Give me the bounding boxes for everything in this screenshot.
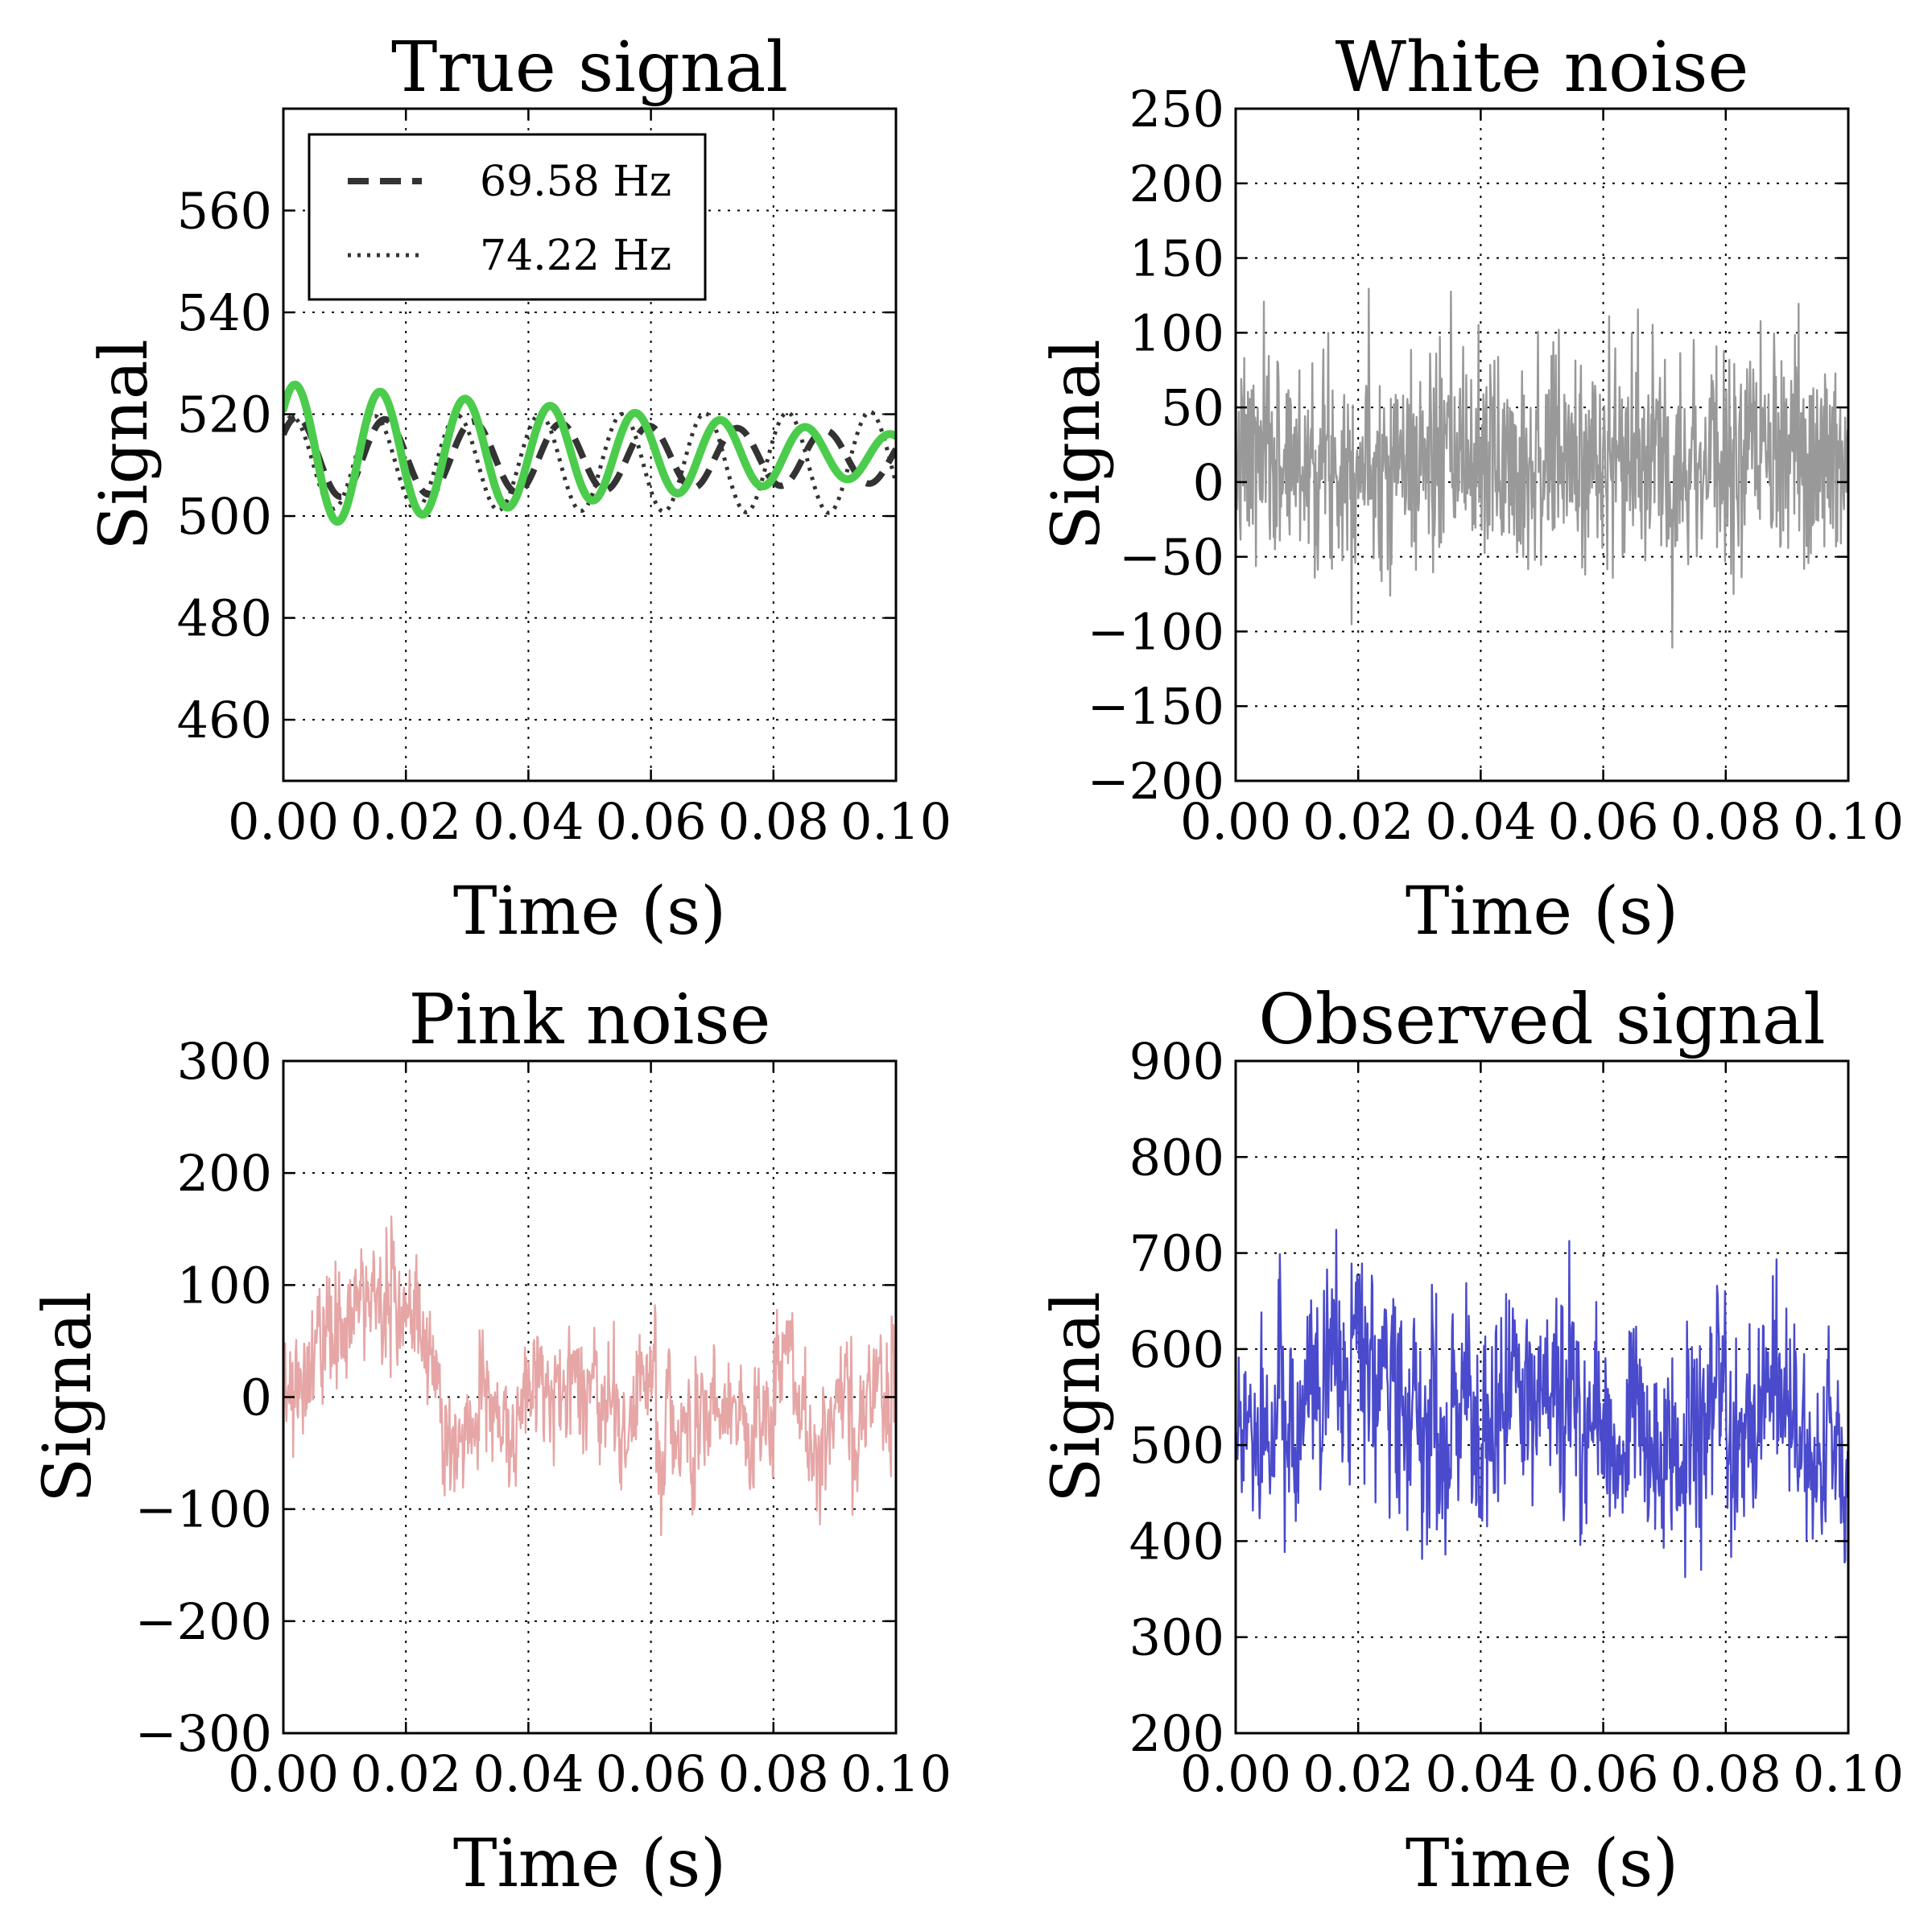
x-tick-label: 0.06	[1548, 1744, 1659, 1803]
x-axis-label: Time (s)	[453, 1826, 726, 1902]
y-tick-label: −200	[1088, 752, 1224, 811]
x-axis-label: Time (s)	[1406, 1826, 1678, 1902]
y-axis-label: Signal	[30, 1291, 106, 1503]
x-tick-label: 0.00	[1180, 1744, 1291, 1803]
y-tick-label: −150	[1088, 677, 1224, 736]
x-tick-label: 0.00	[228, 792, 339, 851]
y-tick-label: −50	[1119, 528, 1224, 587]
y-tick-label: −100	[135, 1480, 272, 1539]
y-tick-label: 500	[177, 487, 272, 546]
y-tick-label: 200	[177, 1144, 272, 1203]
x-tick-label: 0.08	[718, 1744, 829, 1803]
series-line-white-noise	[1236, 287, 1848, 649]
y-tick-label: 0	[1193, 453, 1224, 512]
legend-label: 74.22 Hz	[480, 232, 671, 280]
y-tick-label: 150	[1129, 229, 1224, 288]
x-tick-label: 0.00	[228, 1744, 339, 1803]
y-tick-label: 480	[177, 589, 272, 648]
y-tick-label: 460	[177, 691, 272, 749]
series-line-69-58-hz	[283, 414, 896, 501]
y-tick-label: 800	[1129, 1128, 1224, 1187]
x-tick-label: 0.10	[1793, 1744, 1904, 1803]
x-tick-label: 0.06	[596, 792, 707, 851]
x-tick-label: 0.10	[840, 1744, 952, 1803]
x-tick-label: 0.10	[840, 792, 952, 851]
x-tick-label: 0.08	[1670, 792, 1781, 851]
axes-frame	[1234, 1059, 1850, 1735]
x-tick-label: 0.02	[1302, 792, 1414, 851]
y-axis-label: Signal	[1038, 1291, 1115, 1503]
chart-title: Observed signal	[1258, 980, 1825, 1060]
series-line-pink-noise	[283, 1215, 896, 1537]
legend: 69.58 Hz 74.22 Hz	[308, 133, 707, 301]
y-tick-label: 700	[1129, 1224, 1224, 1283]
x-tick-label: 0.08	[1670, 1744, 1781, 1803]
x-axis-label: Time (s)	[1406, 873, 1678, 950]
y-tick-label: 300	[177, 1032, 272, 1091]
legend-box	[308, 133, 707, 301]
x-tick-label: 0.02	[350, 792, 461, 851]
series-group-pink-noise	[283, 1215, 896, 1537]
x-tick-label: 0.02	[350, 1744, 461, 1803]
x-tick-label: 0.10	[1793, 792, 1904, 851]
panel-true-signal: 0.00 0.02 0.04 0.06 0.08 0.10 460 480 500 520 540 5…	[86, 27, 952, 950]
panel-white-noise: 0.00 0.02 0.04 0.06 0.08 0.10 −200 −150 −100 −50 0…	[1038, 27, 1904, 950]
y-tick-label: 300	[1129, 1608, 1224, 1667]
x-tick-label: 0.04	[1425, 792, 1536, 851]
x-tick-label: 0.04	[473, 792, 584, 851]
x-tick-label: 0.06	[596, 1744, 707, 1803]
axes-frame	[1234, 107, 1850, 782]
x-tick-label: 0.04	[1425, 1744, 1536, 1803]
x-tick-label: 0.06	[1548, 792, 1659, 851]
y-tick-label: 900	[1129, 1032, 1224, 1091]
legend-label: 69.58 Hz	[480, 158, 671, 206]
panel-pink-noise: 0.00 0.02 0.04 0.06 0.08 0.10 −300 −200 −100 0 100…	[30, 980, 952, 1902]
x-tick-label: 0.08	[718, 792, 829, 851]
chart-title: Pink noise	[409, 980, 771, 1060]
series-group-true-signal	[283, 380, 896, 526]
series-group-white-noise	[1236, 287, 1848, 649]
series-group-observed-signal	[1236, 1228, 1848, 1579]
y-tick-label: 0	[241, 1368, 272, 1427]
y-tick-label: 200	[1129, 1704, 1224, 1763]
y-tick-label: 500	[1129, 1416, 1224, 1475]
y-axis-label: Signal	[1038, 339, 1115, 551]
y-tick-label: 250	[1129, 80, 1224, 138]
chart-title: True signal	[391, 27, 788, 108]
x-axis-label: Time (s)	[453, 873, 726, 950]
y-tick-label: −300	[135, 1704, 272, 1763]
y-tick-label: 100	[1129, 303, 1224, 362]
y-tick-label: 100	[177, 1256, 272, 1315]
y-tick-label: −200	[135, 1592, 272, 1651]
y-tick-label: 600	[1129, 1320, 1224, 1379]
series-line-observed-signal	[1236, 1228, 1848, 1579]
y-tick-label: −100	[1088, 602, 1224, 661]
panel-observed-signal: 0.00 0.02 0.04 0.06 0.08 0.10 200 300 400 500 600 7…	[1038, 980, 1904, 1902]
y-tick-label: 200	[1129, 155, 1224, 213]
y-tick-label: 50	[1161, 378, 1224, 437]
axes-frame	[282, 107, 898, 782]
x-tick-label: 0.04	[473, 1744, 584, 1803]
series-line-true-signal	[283, 380, 896, 526]
y-tick-label: 540	[177, 283, 272, 342]
x-tick-label: 0.02	[1302, 1744, 1414, 1803]
y-axis-label: Signal	[86, 339, 163, 551]
y-tick-label: 400	[1129, 1512, 1224, 1571]
chart-title: White noise	[1335, 27, 1749, 108]
y-tick-label: 560	[177, 182, 272, 241]
x-tick-label: 0.00	[1180, 792, 1291, 851]
y-tick-label: 520	[177, 386, 272, 444]
